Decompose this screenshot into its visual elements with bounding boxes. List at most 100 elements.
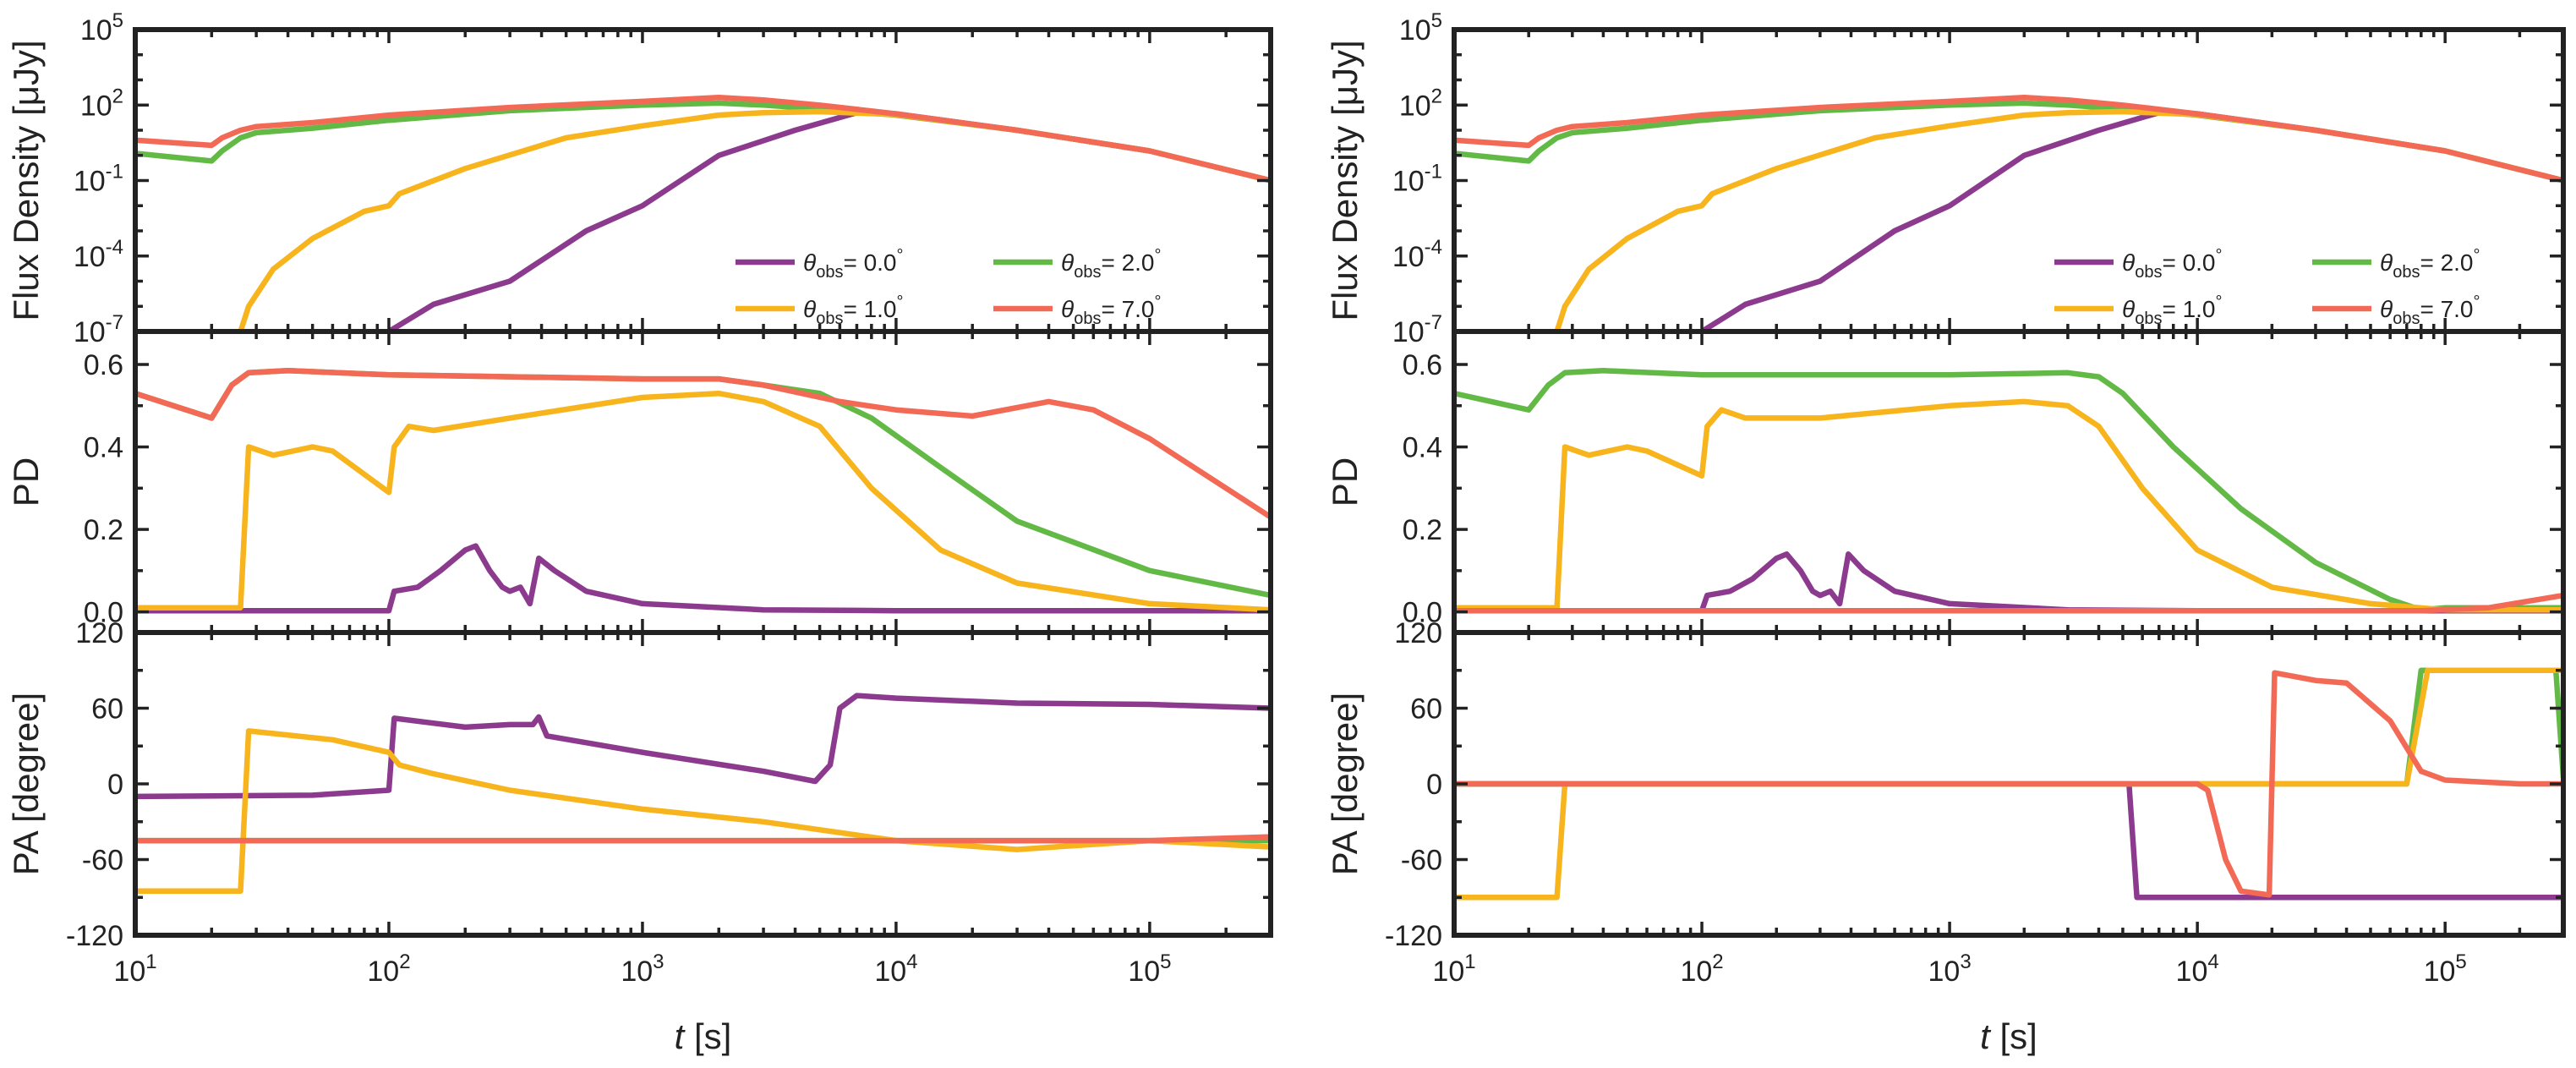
legend-theta: θ [803, 296, 816, 322]
x-tick-exponent: 2 [399, 950, 410, 973]
series-line-theta_obs=7.0 [135, 834, 1271, 844]
legend-degree: ° [2474, 246, 2480, 265]
y-tick-label: 0 [1426, 769, 1442, 801]
y-tick-label: 60 [91, 693, 123, 726]
legend-degree: ° [1155, 246, 1162, 265]
y-tick-label: 10-4 [1392, 236, 1442, 273]
x-tick-base: 10 [621, 956, 653, 988]
legend-degree: ° [1155, 293, 1162, 311]
legend-value: = 0.0 [843, 249, 896, 276]
y-tick-label: 0.0 [84, 597, 123, 629]
legend-value: = 7.0 [2420, 296, 2473, 322]
legend-theta: θ [1061, 249, 1074, 276]
legend-label: θobs= 2.0° [1061, 246, 1162, 282]
y-tick-base: 10 [80, 14, 112, 47]
x-tick-label: 104 [2176, 950, 2219, 988]
x-tick-label: 102 [367, 950, 410, 988]
panel-frame [133, 630, 1273, 938]
legend-subscript: obs [816, 263, 843, 282]
y-tick-label: 102 [1399, 85, 1442, 122]
legend-subscript: obs [2393, 263, 2420, 282]
y-tick-label: -120 [66, 920, 123, 952]
series-line-theta_obs=0.0 [135, 693, 1271, 800]
x-tick-base: 10 [2176, 956, 2208, 988]
x-tick-label: 101 [113, 950, 156, 988]
series-line-theta_obs=1.0 [135, 728, 1271, 895]
y-tick-exponent: -4 [1425, 236, 1442, 259]
x-tick-label: 105 [2424, 950, 2467, 988]
x-tick-exponent: 1 [145, 950, 156, 973]
legend: θobs= 0.0° θobs= 2.0°θobs= 1.0° θobs= 7.0° [2054, 246, 2480, 328]
series-line-theta_obs=7.0 [135, 368, 1271, 520]
y-tick-base: 10 [1399, 14, 1431, 47]
x-tick-label: 104 [874, 950, 917, 988]
y-tick-exponent: -1 [106, 161, 123, 183]
x-axis-unit: [s] [684, 1016, 731, 1056]
y-tick-base: 10 [74, 316, 106, 348]
y-tick-label: 10-1 [1392, 161, 1442, 198]
panel-pa: 120 60 0 -60 -120 PA [degree] [6, 617, 1273, 952]
series-line-theta_obs=7.0 [1454, 670, 2563, 898]
legend-degree: ° [2216, 246, 2223, 265]
legend-label: θobs= 7.0° [1061, 293, 1162, 328]
x-tick-exponent: 5 [1160, 950, 1171, 973]
y-tick-label: 10-1 [74, 161, 123, 198]
y-axis-label: PA [degree] [6, 693, 46, 875]
y-axis-label: PD [6, 457, 46, 507]
y-tick-base: 10 [1392, 241, 1425, 273]
y-tick-label: 10-7 [74, 311, 123, 348]
series-line-theta_obs=7.0 [135, 95, 1271, 183]
series-line-theta_obs=1.0 [1454, 667, 2563, 901]
legend-label: θobs= 1.0° [803, 293, 904, 328]
panel-pd: 0.6 0.4 0.2 0.0 PD [1325, 329, 2566, 635]
y-tick-exponent: 2 [112, 85, 123, 107]
legend-degree: ° [2216, 293, 2223, 311]
panel-frame [1452, 27, 2566, 334]
x-tick-exponent: 4 [2207, 950, 2218, 973]
series-line-theta_obs=0.0 [1454, 551, 2563, 614]
y-tick-label: 0.6 [84, 349, 123, 381]
legend-theta: θ [2122, 296, 2135, 322]
legend-label: θobs= 0.0° [803, 246, 904, 282]
legend-subscript: obs [2393, 309, 2420, 328]
x-axis-var: t [1980, 1016, 1992, 1056]
x-tick-exponent: 2 [1712, 950, 1723, 973]
y-axis-label: Flux Density [μJy] [6, 40, 46, 320]
y-tick-label: 102 [80, 85, 123, 122]
y-tick-exponent: -4 [106, 236, 123, 259]
y-tick-exponent: -1 [1425, 161, 1442, 183]
x-tick-base: 10 [367, 956, 399, 988]
x-tick-base: 10 [1928, 956, 1960, 988]
x-tick-base: 10 [1128, 956, 1160, 988]
y-tick-label: -120 [1385, 920, 1442, 952]
series-group [135, 95, 1271, 331]
y-tick-base: 10 [74, 166, 106, 198]
y-tick-label: 0 [107, 769, 123, 801]
y-tick-label: 105 [1399, 9, 1442, 47]
legend: θobs= 0.0° θobs= 2.0°θobs= 1.0° θobs= 7.0° [736, 246, 1162, 328]
legend-degree: ° [2474, 293, 2480, 311]
series-group [1454, 95, 2563, 331]
legend-subscript: obs [2135, 263, 2162, 282]
legend-value: = 7.0 [1101, 296, 1154, 322]
legend-subscript: obs [2135, 309, 2162, 328]
y-tick-exponent: -7 [1425, 311, 1442, 334]
y-tick-exponent: 5 [112, 9, 123, 32]
y-axis-label: Flux Density [μJy] [1325, 40, 1365, 320]
y-tick-base: 10 [1392, 316, 1425, 348]
y-tick-exponent: 5 [1431, 9, 1442, 32]
y-tick-label: 0.0 [1403, 597, 1442, 629]
legend-theta: θ [2380, 249, 2393, 276]
panel-pd: 0.6 0.4 0.2 0.0 PD [6, 329, 1273, 635]
legend-label: θobs= 7.0° [2380, 293, 2480, 328]
x-tick-base: 10 [874, 956, 906, 988]
y-tick-exponent: -7 [106, 311, 123, 334]
series-line-theta_obs=0.0 [1454, 780, 2563, 901]
x-axis-unit: [s] [1990, 1016, 2037, 1056]
y-tick-label: -60 [82, 845, 123, 877]
y-tick-label: 10-4 [74, 236, 123, 273]
x-tick-base: 10 [2424, 956, 2456, 988]
